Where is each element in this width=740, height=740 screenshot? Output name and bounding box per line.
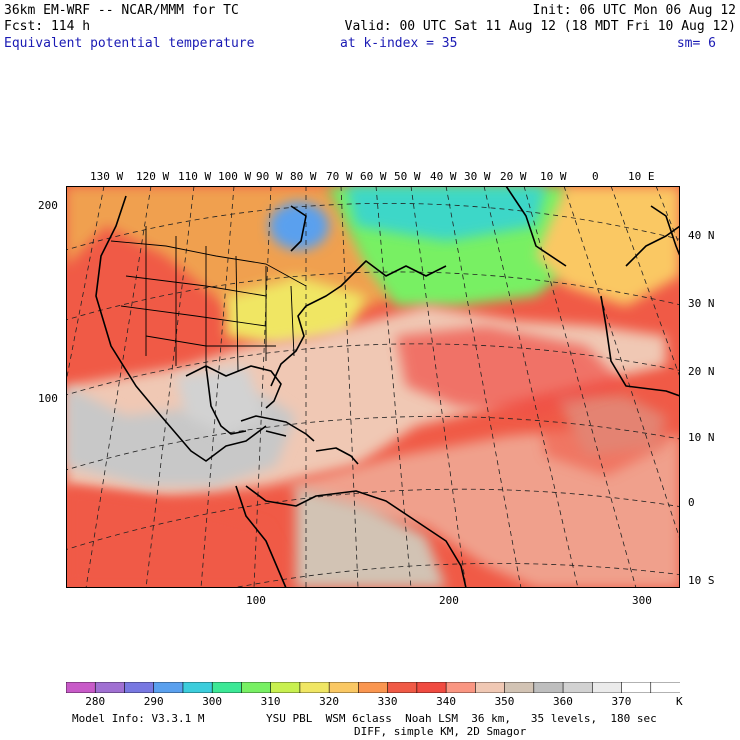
model-info: Model Info: V3.3.1 M xyxy=(72,712,205,725)
lat-label: 20 N xyxy=(688,365,715,378)
lon-label: 70 W xyxy=(326,170,353,183)
colorbar xyxy=(66,682,680,693)
coastlines xyxy=(95,186,680,588)
grid-y-label: 100 xyxy=(38,392,58,405)
grid-x-label: 300 xyxy=(632,594,652,607)
lon-label: 50 W xyxy=(394,170,421,183)
init-time: Init: 06 UTC Mon 06 Aug 12 xyxy=(532,3,737,18)
graticule xyxy=(66,186,680,588)
lon-label: 60 W xyxy=(360,170,387,183)
colorbar-swatch xyxy=(533,682,564,693)
borders xyxy=(110,226,307,372)
lon-label: 120 W xyxy=(136,170,170,183)
colorbar-swatch xyxy=(358,682,389,693)
forecast-hour: Fcst: 114 h xyxy=(4,19,91,34)
grid-y-label: 200 xyxy=(38,199,58,212)
lat-label: 40 N xyxy=(688,229,715,242)
model-title: 36km EM-WRF -- NCAR/MMM for TC xyxy=(4,3,239,18)
lat-label: 10 S xyxy=(688,574,715,587)
lat-label: 10 N xyxy=(688,431,715,444)
colorbar-swatch xyxy=(504,682,535,693)
colorbar-swatch xyxy=(650,682,680,693)
colorbar-swatch xyxy=(182,682,213,693)
colorbar-swatch xyxy=(445,682,477,693)
colorbar-swatch xyxy=(328,682,360,693)
colorbar-tick-label: 360 xyxy=(553,695,573,708)
lon-label: 30 W xyxy=(464,170,491,183)
map-frame xyxy=(66,186,680,588)
field-name: Equivalent potential temperature xyxy=(4,36,255,51)
colorbar-swatch xyxy=(621,682,652,693)
lon-label: 10 W xyxy=(540,170,567,183)
lon-label: 90 W xyxy=(256,170,283,183)
physics-info: YSU PBL WSM 6class Noah LSM 36 km, 35 le… xyxy=(266,712,657,725)
lon-label: 10 E xyxy=(628,170,655,183)
lat-label: 0 xyxy=(688,496,695,509)
diffusion-info: DIFF, simple KM, 2D Smagor xyxy=(354,725,527,738)
colorbar-swatch xyxy=(124,682,155,693)
colorbar-tick-label: 300 xyxy=(202,695,223,708)
colorbar-swatch xyxy=(153,682,184,693)
lon-label: 40 W xyxy=(430,170,457,183)
grid-x-label: 200 xyxy=(439,594,459,607)
colorbar-swatch xyxy=(270,682,301,693)
lon-label: 100 W xyxy=(218,170,252,183)
colorbar-tick-label: 320 xyxy=(319,695,340,708)
colorbar-tick-label: 340 xyxy=(436,695,456,708)
grid-x-label: 100 xyxy=(246,594,266,607)
colorbar-swatch xyxy=(591,682,623,693)
field-shading xyxy=(66,186,680,588)
colorbar-swatch xyxy=(562,682,593,693)
colorbar-tick-label: 310 xyxy=(260,695,281,708)
colorbar-swatch xyxy=(66,682,96,693)
valid-time: Valid: 00 UTC Sat 11 Aug 12 (18 MDT Fri … xyxy=(344,19,736,34)
colorbar-tick-label: 350 xyxy=(494,695,515,708)
colorbar-swatch xyxy=(416,682,447,693)
smoothing: sm= 6 xyxy=(676,36,716,51)
colorbar-swatch xyxy=(387,682,418,693)
colorbar-tick-label: 370 xyxy=(611,695,632,708)
colorbar-swatch xyxy=(241,682,272,693)
colorbar-tick-label: 330 xyxy=(377,695,398,708)
lon-label: 110 W xyxy=(178,170,212,183)
lon-label: 0 xyxy=(592,170,599,183)
lon-label: 80 W xyxy=(290,170,317,183)
colorbar-swatch xyxy=(94,682,126,693)
colorbar-swatch xyxy=(211,682,243,693)
colorbar-swatch xyxy=(475,682,506,693)
colorbar-swatch xyxy=(299,682,330,693)
colorbar-tick-label: 280 xyxy=(85,695,106,708)
lon-label: 130 W xyxy=(90,170,124,183)
level-index: at k-index = 35 xyxy=(340,36,458,51)
lat-label: 30 N xyxy=(688,297,715,310)
theta-e-map xyxy=(66,186,680,588)
colorbar-tick-label: 290 xyxy=(143,695,164,708)
colorbar-unit: K xyxy=(676,695,683,708)
lon-label: 20 W xyxy=(500,170,527,183)
